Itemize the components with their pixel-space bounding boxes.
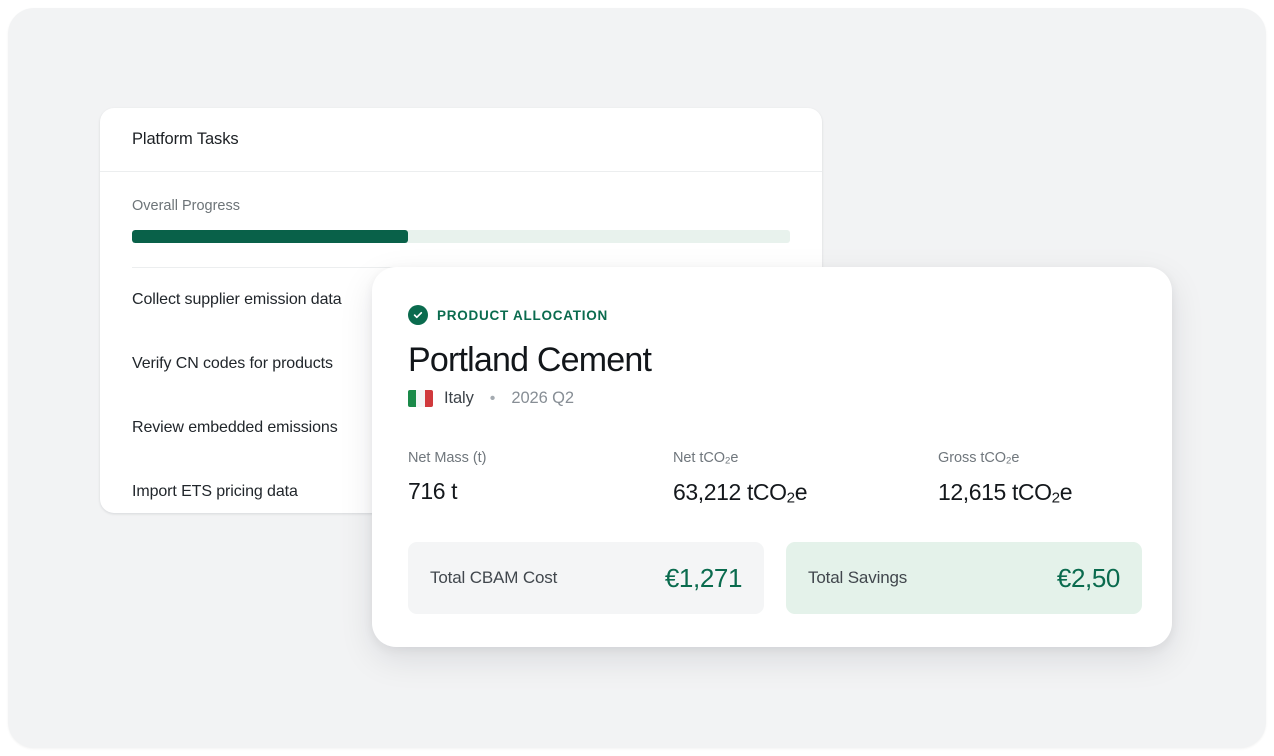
task-list-item[interactable]: Import ETS pricing data [132, 460, 790, 513]
task-list: Collect supplier emission data Verify CN… [100, 268, 822, 513]
total-cbam-cost-value: €1,271 [664, 562, 743, 593]
task-list-item[interactable]: Collect supplier emission data [132, 268, 790, 332]
overall-progress-bar [132, 230, 790, 243]
total-savings-label: Total Savings [808, 568, 908, 588]
product-allocation-badge: PRODUCT ALLOCATION [408, 305, 1136, 325]
task-label: Import ETS pricing data [132, 483, 298, 500]
metric-label: Gross tCO2e [938, 450, 1020, 467]
product-allocation-badge-label: PRODUCT ALLOCATION [437, 307, 608, 323]
product-period: 2026 Q2 [511, 389, 574, 407]
total-savings-value: €2,50 [1056, 562, 1120, 593]
overall-progress-fill [132, 230, 409, 243]
product-metrics: Net Mass (t) 716 t Net tCO2e 63,212 tCO2… [408, 450, 1136, 506]
overall-progress-section: Overall Progress [100, 172, 822, 243]
product-title: Portland Cement [408, 341, 652, 379]
total-cbam-cost-box: Total CBAM Cost €1,271 [408, 542, 764, 615]
metric-net-mass: Net Mass (t) 716 t [408, 450, 673, 506]
metric-gross-tco2e: Gross tCO2e 12,615 tCO2e [938, 450, 1172, 506]
task-label: Collect supplier emission data [132, 291, 342, 308]
platform-tasks-header: Platform Tasks [100, 108, 822, 172]
metric-label: Net tCO2e [673, 450, 739, 467]
product-country: Italy [444, 389, 474, 407]
task-list-item[interactable]: Review embedded emissions [132, 396, 790, 460]
check-circle-icon [408, 305, 428, 325]
italy-flag-icon [408, 390, 433, 407]
product-allocation-card: PRODUCT ALLOCATION Portland Cement Italy… [372, 267, 1172, 647]
meta-separator: • [489, 389, 496, 407]
product-costs: Total CBAM Cost €1,271 Total Savings €2,… [408, 542, 1142, 615]
task-list-item[interactable]: Verify CN codes for products [132, 332, 790, 396]
overall-progress-label: Overall Progress [132, 198, 240, 214]
platform-tasks-title: Platform Tasks [132, 130, 239, 148]
total-savings-box: Total Savings €2,50 [786, 542, 1142, 615]
product-meta: Italy • 2026 Q2 [408, 389, 1136, 408]
metric-net-tco2e: Net tCO2e 63,212 tCO2e [673, 450, 938, 506]
task-label: Review embedded emissions [132, 419, 338, 436]
metric-label: Net Mass (t) [408, 450, 487, 466]
metric-value: 63,212 tCO2e [673, 478, 808, 507]
total-cbam-cost-label: Total CBAM Cost [430, 568, 558, 588]
metric-value: 716 t [408, 478, 458, 504]
task-label: Verify CN codes for products [132, 355, 333, 372]
metric-value: 12,615 tCO2e [938, 478, 1073, 507]
